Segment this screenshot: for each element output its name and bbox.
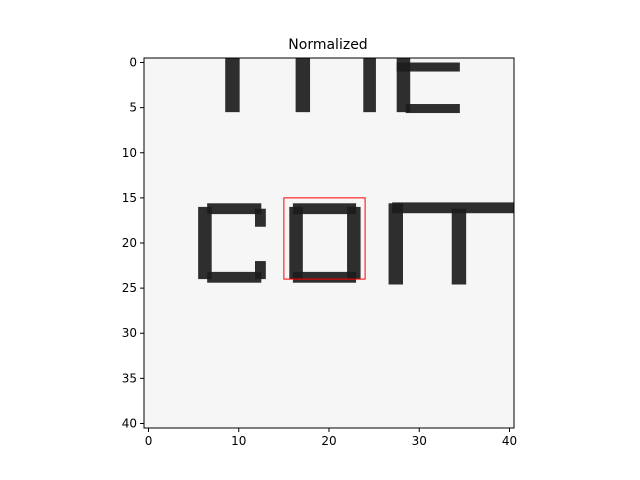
chart-title: Normalized (288, 37, 367, 53)
y-tick-label: 40 (122, 416, 137, 430)
highlight-box (283, 197, 366, 280)
plot-area (144, 58, 514, 428)
glyph-o-bottom (292, 271, 357, 283)
y-tick-label: 5 (129, 101, 137, 115)
glyph-o-right (347, 206, 361, 280)
y-tick-label: 30 (122, 326, 137, 340)
glyph-c-left (198, 206, 212, 280)
glyph-e-stem (396, 58, 411, 113)
text-image-glyphs (198, 58, 514, 285)
y-axis: 0 5 10 15 20 25 30 35 40 (122, 56, 144, 430)
x-axis: 0 10 20 30 40 (145, 428, 517, 448)
glyph-m-top (392, 202, 514, 214)
glyph-e-bottom (405, 104, 460, 114)
glyph-stroke-upper-1 (225, 58, 240, 113)
y-tick-label: 10 (122, 146, 137, 160)
y-tick-label: 25 (122, 281, 137, 295)
glyph-stroke-upper-3 (363, 58, 376, 113)
x-tick-label: 20 (321, 434, 336, 448)
glyph-stroke-upper-2 (295, 58, 311, 113)
x-tick-label: 10 (231, 434, 246, 448)
x-tick-label: 30 (412, 434, 427, 448)
x-tick-label: 0 (145, 434, 153, 448)
y-tick-label: 20 (122, 236, 137, 250)
glyph-c-top (207, 203, 262, 215)
glyph-o-top (292, 203, 357, 215)
glyph-c-bot-tip (255, 261, 266, 280)
glyph-m-stem-1 (388, 203, 403, 285)
glyph-e-bar (396, 62, 460, 72)
glyph-o-left (289, 206, 303, 280)
x-tick-label: 40 (502, 434, 517, 448)
y-tick-label: 15 (122, 191, 137, 205)
y-tick-label: 0 (129, 56, 137, 70)
glyph-c-top-tip (255, 208, 266, 227)
y-tick-label: 35 (122, 371, 137, 385)
glyph-m-stem-2 (451, 208, 467, 285)
glyph-c-bottom (207, 271, 262, 283)
